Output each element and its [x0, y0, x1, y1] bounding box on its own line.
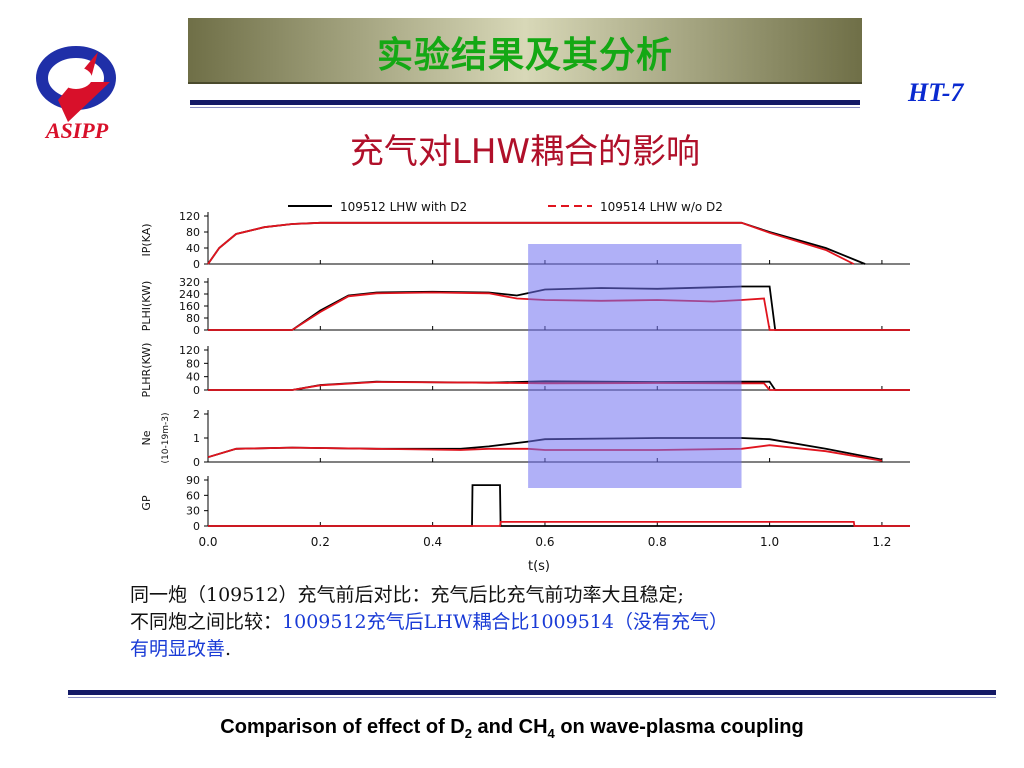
footer-title: Comparison of effect of D2 and CH4 on wa…: [0, 716, 1024, 741]
panel-2-ytick-label-4: 80: [186, 312, 200, 325]
panel-3-ytick-label-1: 120: [179, 344, 200, 357]
panel-4-series-109514: [207, 444, 883, 462]
panel-4-ytick-label-2: 1: [193, 432, 200, 445]
panel-1-ytick-label-1: 120: [179, 210, 200, 223]
page-title: 实验结果及其分析: [376, 35, 673, 76]
caption-line-3: 有明显改善.: [130, 636, 950, 663]
header-divider-thin: [190, 107, 860, 108]
panel-2-ytick-label-1: 320: [179, 276, 200, 289]
panel-4-ytick-label-3: 0: [193, 456, 200, 469]
xtick-label-2: 0.2: [311, 535, 330, 549]
caption-line-3-highlight: 有明显改善: [130, 638, 226, 660]
caption-line-1: 同一炮（109512）充气前后对比：充气后比充气前功率大且稳定;: [130, 584, 684, 606]
xtick-label-1: 0.0: [198, 535, 217, 549]
footer-sub-1: 2: [464, 726, 472, 741]
legend-label-2: 109514 LHW w/o D2: [600, 200, 723, 214]
panel-5-series-109512: [208, 484, 910, 527]
panel-2-ytick-label-2: 240: [179, 288, 200, 301]
xtick-label-5: 0.8: [648, 535, 667, 549]
lhw-coupling-chart: 109512 LHW with D2 109514 LHW w/o D212080…: [140, 200, 910, 574]
panel-2-ylabel: PLHI(KW): [140, 281, 153, 332]
caption-paragraph: 同一炮（109512）充气前后对比：充气后比充气前功率大且稳定; 不同炮之间比较…: [130, 582, 950, 663]
panel-5-ytick-label-4: 0: [193, 520, 200, 533]
footer-divider-thin: [68, 697, 996, 698]
footer-divider: [68, 690, 996, 695]
asipp-logo-icon: [36, 46, 116, 122]
xtick-label-7: 1.2: [872, 535, 891, 549]
footer-part-3: on wave-plasma coupling: [554, 716, 804, 738]
caption-line-2-highlight: 1009512充气后LHW耦合比1009514（没有充气）: [282, 611, 728, 633]
panel-1-ytick-label-2: 80: [186, 226, 200, 239]
panel-3-ytick-label-2: 80: [186, 357, 200, 370]
caption-line-2-prefix: 不同炮之间比较：: [130, 611, 283, 633]
footer-part-1: Comparison of effect of D: [220, 716, 465, 738]
footer-part-2: and CH: [471, 716, 548, 738]
xtick-label-4: 0.6: [535, 535, 554, 549]
logo-label: ASIPP: [45, 118, 109, 143]
xtick-label-6: 1.0: [760, 535, 779, 549]
caption-line-3-suffix: .: [225, 638, 232, 660]
panel-4-yunit: (10-19m-3): [161, 413, 171, 464]
panel-5-ytick-label-1: 90: [186, 474, 200, 487]
legend-label-1: 109512 LHW with D2: [340, 200, 467, 214]
caption-line-2: 不同炮之间比较：1009512充气后LHW耦合比1009514（没有充气）: [130, 609, 950, 636]
title-banner: [188, 18, 862, 84]
panel-4-ytick-label-1: 2: [193, 408, 200, 421]
panel-1-ytick-label-4: 0: [193, 258, 200, 271]
header-divider: [190, 100, 860, 105]
panel-1-ytick-label-3: 40: [186, 242, 200, 255]
slide-subtitle: 充气对LHW耦合的影响: [349, 132, 701, 172]
panel-2-ytick-label-3: 160: [179, 300, 200, 313]
panel-3-ytick-label-3: 40: [186, 371, 200, 384]
panel-5-ytick-label-2: 60: [186, 489, 200, 502]
panel-2-ytick-label-5: 0: [193, 324, 200, 337]
panel-1-series-109514: [207, 221, 855, 265]
panel-4-ylabel: Ne: [140, 430, 153, 445]
panel-1-ylabel: IP(KA): [140, 223, 153, 256]
panel-3-ytick-label-4: 0: [193, 384, 200, 397]
panel-5-ylabel: GP: [140, 495, 153, 511]
x-axis-label: t(s): [528, 559, 550, 574]
panel-3-ylabel: PLHR(KW): [140, 343, 153, 398]
highlight-region: [528, 244, 742, 488]
xtick-label-3: 0.4: [423, 535, 442, 549]
panel-5-series-109514: [208, 520, 910, 527]
ht7-badge: HT-7: [908, 78, 964, 107]
footer-sub-2: 4: [547, 726, 555, 741]
panel-5-ytick-label-3: 30: [186, 505, 200, 518]
